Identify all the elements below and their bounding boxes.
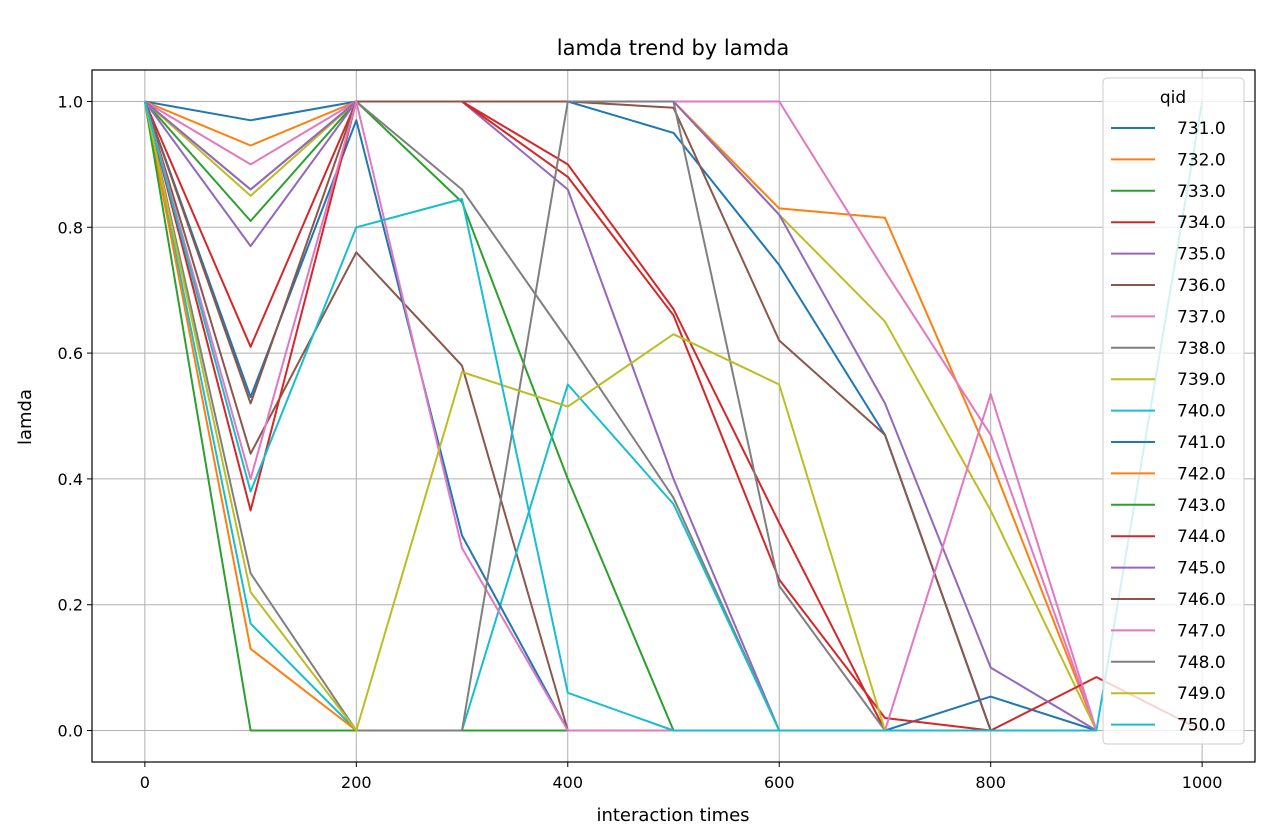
x-tick-label: 600 xyxy=(764,773,795,792)
x-tick-label: 800 xyxy=(975,773,1006,792)
y-tick-label: 0.6 xyxy=(58,344,83,363)
legend-label: 750.0 xyxy=(1177,716,1226,736)
x-tick-label: 1000 xyxy=(1182,773,1223,792)
series-line-746-0 xyxy=(143,100,1097,732)
series-line-744-0 xyxy=(143,100,1203,732)
y-axis-label: lamda xyxy=(15,389,36,445)
legend-label: 747.0 xyxy=(1177,621,1226,641)
plot-frame xyxy=(91,69,1256,763)
chart-title: lamda trend by lamda xyxy=(557,36,789,60)
series-layer xyxy=(143,100,1204,732)
legend-title: qid xyxy=(1160,88,1186,108)
legend-label: 735.0 xyxy=(1177,245,1226,265)
ticks-layer: 0 200 400 600 800 1000 0.0 0.2 0.4 0.6 0.8 1.0 xyxy=(58,92,1223,792)
legend-label: 732.0 xyxy=(1177,150,1226,170)
series-line-747-0 xyxy=(143,100,1098,732)
series-line-750-0 xyxy=(143,101,1204,732)
legend-label: 744.0 xyxy=(1177,527,1226,547)
x-tick-label: 0 xyxy=(140,773,150,792)
legend-label: 739.0 xyxy=(1177,370,1226,390)
legend-label: 738.0 xyxy=(1177,339,1226,359)
x-tick-label: 400 xyxy=(552,773,583,792)
y-tick-label: 0.4 xyxy=(58,470,83,489)
legend-label: 743.0 xyxy=(1177,496,1226,516)
legend-label: 737.0 xyxy=(1177,307,1226,327)
legend-label: 733.0 xyxy=(1177,182,1226,202)
y-tick-label: 1.0 xyxy=(58,92,83,111)
legend-label: 742.0 xyxy=(1177,464,1226,484)
legend-label: 749.0 xyxy=(1177,684,1226,704)
x-tick-label: 200 xyxy=(341,773,372,792)
y-tick-label: 0.2 xyxy=(58,596,83,615)
legend-label: 746.0 xyxy=(1177,590,1226,610)
y-tick-label: 0.0 xyxy=(58,722,83,741)
legend-label: 740.0 xyxy=(1177,402,1226,422)
legend-label: 745.0 xyxy=(1177,559,1226,579)
legend-label: 741.0 xyxy=(1177,433,1226,453)
legend-box xyxy=(1102,77,1245,745)
grid-layer xyxy=(92,70,1255,762)
legend-label: 748.0 xyxy=(1177,653,1226,673)
x-axis-label: interaction times xyxy=(596,805,749,826)
y-tick-label: 0.8 xyxy=(58,218,83,237)
legend-label: 731.0 xyxy=(1177,119,1226,139)
series-line-735-0 xyxy=(144,100,1097,732)
legend-label: 734.0 xyxy=(1177,213,1226,233)
legend: qid 731.0 732.0 733.0 734.0 735.0 736.0 737.0 7… xyxy=(1102,77,1245,745)
legend-label: 736.0 xyxy=(1177,276,1226,296)
